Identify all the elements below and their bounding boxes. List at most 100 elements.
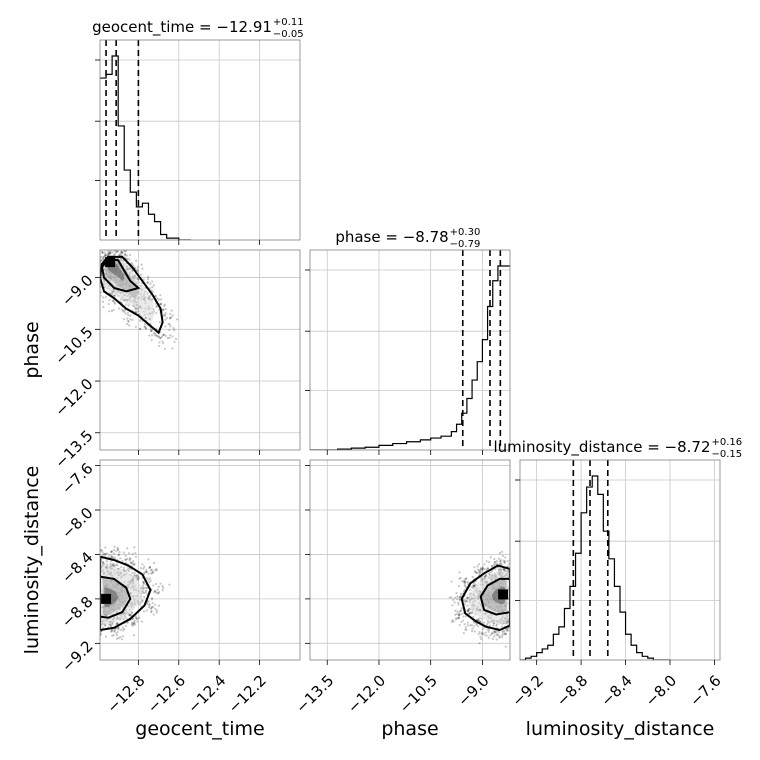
scatter-point bbox=[503, 569, 506, 572]
scatter-point bbox=[134, 325, 138, 328]
scatter-point bbox=[133, 621, 136, 624]
scatter-point bbox=[113, 253, 116, 256]
scatter-point bbox=[96, 632, 98, 634]
scatter-point bbox=[164, 314, 167, 317]
scatter-point bbox=[494, 568, 497, 571]
scatter-point bbox=[472, 615, 475, 618]
scatter-point bbox=[110, 555, 113, 559]
scatter-point bbox=[157, 335, 160, 338]
scatter-point bbox=[145, 586, 148, 589]
x-tick-label-luminosity_distance: −8.0 bbox=[642, 672, 680, 710]
scatter-point bbox=[153, 589, 157, 593]
scatter-point bbox=[134, 623, 137, 626]
scatter-point bbox=[460, 620, 463, 624]
scatter-point bbox=[505, 629, 509, 632]
x-tick-label-phase: −13.5 bbox=[292, 672, 337, 717]
scatter-point bbox=[155, 568, 159, 572]
scatter-point bbox=[108, 252, 111, 255]
scatter-point bbox=[103, 251, 106, 254]
scatter-point bbox=[458, 614, 461, 617]
scatter-point bbox=[502, 559, 505, 562]
scatter-point bbox=[463, 599, 467, 602]
scatter-point bbox=[160, 335, 163, 339]
scatter-point bbox=[134, 574, 137, 577]
scatter-point bbox=[463, 583, 466, 587]
scatter-point bbox=[489, 571, 492, 574]
scatter-point bbox=[490, 632, 493, 635]
scatter-point bbox=[504, 632, 507, 636]
scatter-point bbox=[124, 312, 127, 315]
scatter-point bbox=[473, 570, 477, 573]
scatter-point bbox=[159, 336, 162, 340]
title-eq: = bbox=[194, 18, 216, 36]
scatter-point bbox=[116, 622, 119, 625]
frame bbox=[309, 459, 511, 661]
title-median: −8.78 bbox=[403, 228, 449, 246]
scatter-point bbox=[131, 571, 134, 574]
x-tick-label-phase: −10.5 bbox=[396, 672, 441, 717]
scatter-point bbox=[100, 291, 103, 294]
scatter-point bbox=[472, 584, 475, 587]
scatter-point bbox=[478, 620, 481, 623]
histogram-geocent_time bbox=[100, 55, 191, 240]
scatter-point bbox=[495, 559, 499, 563]
scatter-point bbox=[492, 635, 496, 638]
scatter-point bbox=[119, 635, 122, 639]
scatter-point bbox=[130, 611, 134, 615]
scatter-point bbox=[169, 334, 172, 337]
scatter-point bbox=[115, 550, 118, 553]
scatter-point bbox=[125, 250, 128, 253]
scatter-point bbox=[514, 629, 516, 631]
scatter-point bbox=[471, 627, 474, 630]
frame-luminosity_distance bbox=[519, 459, 721, 661]
scatter-point bbox=[155, 611, 158, 614]
scatter-point bbox=[122, 629, 125, 632]
scatter-point bbox=[96, 628, 98, 630]
title-minus-luminosity_distance: −0.15 bbox=[712, 449, 743, 460]
scatter-point bbox=[468, 612, 471, 615]
scatter-point bbox=[126, 311, 129, 314]
scatter-point bbox=[481, 631, 484, 634]
grid bbox=[310, 460, 510, 660]
scatter-point bbox=[108, 299, 111, 302]
scatter-point bbox=[138, 603, 141, 606]
scatter-point bbox=[468, 612, 472, 615]
scatter-point bbox=[149, 579, 152, 582]
scatter-point bbox=[100, 548, 102, 551]
scatter-point bbox=[510, 568, 512, 570]
scatter-point bbox=[151, 280, 154, 283]
scatter-point bbox=[155, 305, 158, 308]
scatter-point bbox=[119, 557, 122, 560]
scatter-point bbox=[127, 552, 131, 555]
scatter-point bbox=[141, 577, 144, 580]
scatter-point bbox=[161, 340, 164, 343]
scatter-point bbox=[132, 560, 135, 563]
scatter-point bbox=[503, 633, 506, 636]
scatter-point bbox=[95, 545, 97, 547]
scatter-point bbox=[492, 630, 495, 633]
scatter-point bbox=[150, 330, 153, 333]
scatter-point bbox=[159, 302, 162, 306]
scatter-point bbox=[112, 308, 115, 312]
scatter-point bbox=[125, 303, 128, 306]
scatter-point bbox=[154, 603, 157, 606]
scatter-point bbox=[490, 564, 493, 568]
scatter-point bbox=[93, 274, 95, 276]
scatter-point bbox=[140, 273, 143, 276]
scatter-point bbox=[104, 546, 107, 549]
scatter-point bbox=[134, 616, 138, 620]
scatter-point bbox=[513, 609, 515, 611]
scatter-point bbox=[487, 561, 491, 564]
scatter-point bbox=[129, 314, 132, 317]
scatter-point bbox=[94, 274, 96, 276]
scatter-point bbox=[466, 604, 469, 607]
scatter-point bbox=[118, 307, 121, 310]
scatter-point bbox=[163, 303, 167, 306]
scatter-point bbox=[101, 250, 104, 253]
scatter-point bbox=[154, 294, 157, 298]
scatter-point bbox=[496, 633, 499, 636]
scatter-point bbox=[97, 281, 99, 283]
scatter-point bbox=[483, 563, 486, 566]
scatter-point bbox=[479, 571, 482, 574]
scatter-point bbox=[163, 347, 166, 350]
